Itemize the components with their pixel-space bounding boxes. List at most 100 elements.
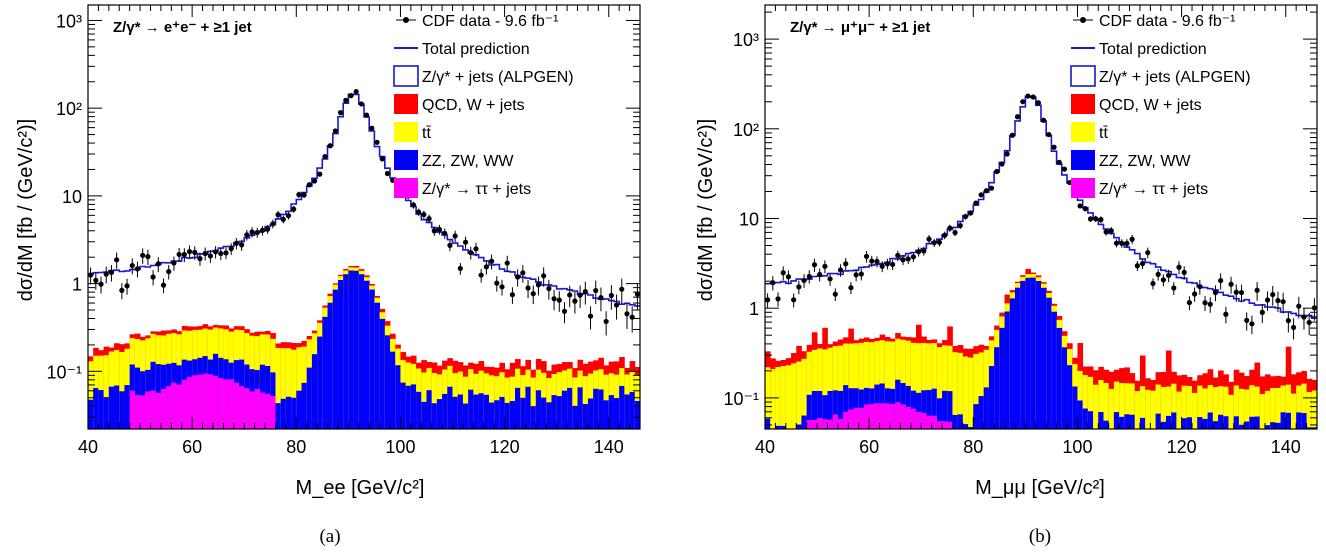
panel-b-data-point xyxy=(827,276,833,282)
panel-a-data-point xyxy=(114,257,120,263)
panel-a-data-point xyxy=(494,280,500,286)
panel-b-data-point xyxy=(905,256,911,262)
panel-a-stack-bar-diboson xyxy=(582,403,589,429)
panel-b-stack-bar-ttbar xyxy=(957,352,964,429)
panel-a-stack-bar-diboson xyxy=(400,382,407,429)
panel-a-data-point xyxy=(478,272,484,278)
panel-b-data-point xyxy=(942,232,948,238)
panel-b-stack-bar-diboson xyxy=(817,390,823,429)
panel-b-data-point xyxy=(765,297,771,303)
panel-a-data-point xyxy=(608,292,614,299)
panel-a-stack-bar-diboson xyxy=(462,403,469,429)
panel-a-data-point xyxy=(593,287,599,294)
panel-b-frame xyxy=(764,4,1318,430)
panel-a-caption: (a) xyxy=(319,526,340,547)
panel-a-data-point xyxy=(447,242,453,248)
panel-b-stack-bar-diboson xyxy=(1275,422,1281,429)
panel-b-stack-bar-ztautau xyxy=(837,418,844,429)
panel-a-stack-bar-ttbar xyxy=(582,376,589,429)
panel-b-stack-bar-ztautau xyxy=(931,415,938,429)
panel-a-stack-bar-diboson xyxy=(504,402,511,429)
panel-a-data-point xyxy=(624,311,630,317)
panel-b-stack-bar-diboson xyxy=(999,327,1005,429)
panel-a-stack-bar-ztautau xyxy=(160,388,167,429)
panel-a-data-point xyxy=(535,282,542,288)
panel-a-data-point xyxy=(525,285,531,291)
panel-b-data-point xyxy=(1181,269,1187,275)
panel-a-stack-bar-diboson xyxy=(332,289,339,429)
panel-b-stack-bar-ztautau xyxy=(895,402,901,429)
panel-b-stack-bar-diboson xyxy=(1087,411,1094,429)
panel-a-data-point xyxy=(582,288,588,295)
panel-b-stack-bar-ttbar xyxy=(1202,388,1209,429)
panel-b-stack-bar-diboson xyxy=(952,414,959,429)
panel-a-data-point xyxy=(567,292,573,298)
panel-a-stack-bar-diboson xyxy=(515,387,521,429)
panel-b-stack-bar-ztautau xyxy=(942,421,948,429)
panel-a-stack-bar-diboson xyxy=(613,398,620,429)
panel-b-data-point xyxy=(926,236,932,242)
panel-a-data-point xyxy=(171,260,177,266)
panel-b-stack-bar-ttbar xyxy=(796,361,802,429)
panel-a-stack-bar-diboson xyxy=(369,289,375,429)
panel-a-data-point xyxy=(462,239,469,245)
panel-a-data-point xyxy=(93,277,99,283)
panel-a-xtick-label: 120 xyxy=(490,437,520,457)
panel-a-stack-bar-diboson xyxy=(384,335,391,429)
panel-a-data-point xyxy=(613,302,620,308)
panel-a-stack-bar-ttbar xyxy=(119,352,125,429)
panel-a-stack-bar-ztautau xyxy=(150,390,157,429)
panel-b-stack-bar-ttbar xyxy=(863,341,870,429)
panel-a-data-point xyxy=(509,292,516,298)
panel-a-data-point xyxy=(197,256,203,262)
panel-b-data-point xyxy=(983,188,989,194)
panel-b-stack-bar-ttbar xyxy=(916,343,922,429)
panel-a-legend-fill-swatch xyxy=(394,122,418,142)
panel-a-stack-bar-diboson xyxy=(567,387,573,429)
panel-b-stack-bar-ttbar xyxy=(1186,385,1193,429)
panel-b-stack-bar-diboson xyxy=(1009,298,1016,429)
panel-a-stack-bar-diboson xyxy=(546,402,552,429)
panel-b-stack-bar-diboson xyxy=(1160,421,1167,429)
panel-b-data-point xyxy=(879,263,885,269)
panel-b-data-point xyxy=(1087,216,1094,222)
panel-a-legend-label: Total prediction xyxy=(422,41,530,58)
panel-a-stack-bar-diboson xyxy=(541,397,547,429)
panel-b-data-point xyxy=(1223,311,1229,317)
panel-b-stack-bar-ttbar xyxy=(1275,388,1281,429)
panel-b-data-point xyxy=(994,168,1000,175)
panel-b-data-point xyxy=(947,225,953,231)
panel-b-data-point xyxy=(895,252,901,259)
panel-b-stack-bar-diboson xyxy=(1270,422,1276,429)
panel-b-data-point xyxy=(1244,317,1250,323)
panel-b-data-point xyxy=(1301,314,1307,320)
panel-b-process-label: Z/γ* → μ⁺μ⁻ + ≥1 jet xyxy=(790,19,930,36)
panel-a-ytick-label: 10 xyxy=(62,187,82,207)
panel-b-data-point xyxy=(1176,264,1182,270)
panel-b-data-point xyxy=(1014,114,1021,120)
panel-b-stack-bar-diboson xyxy=(983,387,990,429)
panel-a-data-point xyxy=(520,270,526,276)
panel-b-stack-bar-ttbar xyxy=(947,345,953,429)
panel-b-stack-bar-ttbar xyxy=(936,347,943,429)
panel-b-stack-bar-ttbar xyxy=(853,343,860,429)
panel-b-xtick-label: 80 xyxy=(963,437,983,457)
panel-b-stack-bar-diboson xyxy=(827,390,834,429)
panel-a-stack-bar-ztautau xyxy=(270,395,276,429)
panel-b-data-point xyxy=(837,267,844,273)
panel-b-data-point xyxy=(1186,299,1193,306)
panel-a-data-point xyxy=(228,246,234,252)
panel-b-stack-bar-diboson xyxy=(1098,412,1104,429)
panel-b-ytick-label: 10² xyxy=(733,120,759,140)
panel-b-data-point xyxy=(858,271,864,277)
panel-b-stack-bar-ttbar xyxy=(1207,384,1214,429)
panel-b-stack-bar-diboson xyxy=(832,390,839,429)
panel-a-stack-bar-diboson xyxy=(608,395,615,429)
panel-b-stack-bar-ttbar xyxy=(905,340,912,429)
panel-b-stack-bar-ztautau xyxy=(863,404,870,429)
panel-b-data-point xyxy=(1202,300,1208,306)
panel-a-data-point xyxy=(598,294,604,301)
panel-b-data-point xyxy=(1061,166,1068,172)
panel-b-data-point xyxy=(822,263,828,269)
panel-a-stack-bar-diboson xyxy=(114,385,120,429)
